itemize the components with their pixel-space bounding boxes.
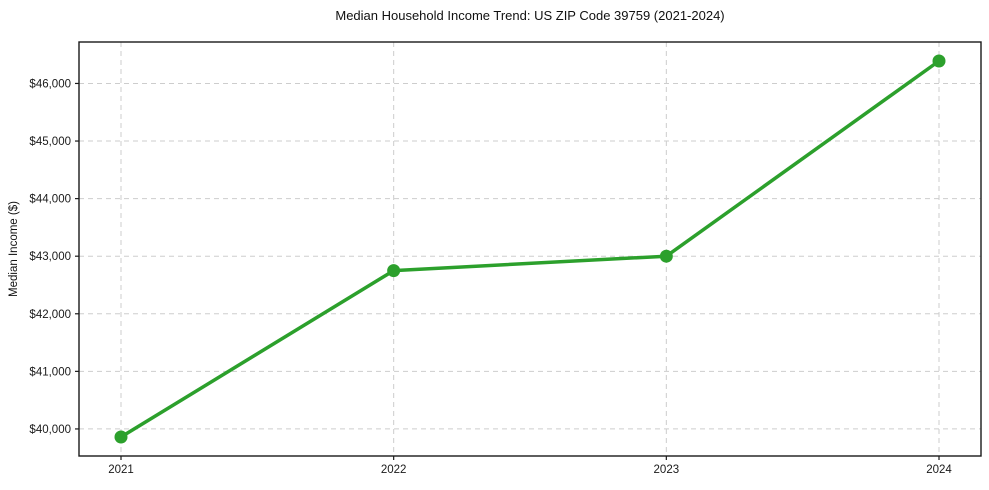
y-tick-label: $44,000 bbox=[29, 194, 71, 206]
y-tick-label: $40,000 bbox=[29, 424, 71, 436]
x-tick-label: 2022 bbox=[381, 464, 407, 476]
trend-line bbox=[119, 59, 941, 439]
x-tick-label: 2021 bbox=[108, 464, 134, 476]
y-tick-label: $42,000 bbox=[29, 309, 71, 321]
x-tick-label: 2023 bbox=[654, 464, 680, 476]
y-tick-label: $43,000 bbox=[29, 251, 71, 263]
chart-title: Median Household Income Trend: US ZIP Co… bbox=[335, 8, 725, 23]
data-point bbox=[387, 264, 401, 278]
y-tick-label: $45,000 bbox=[29, 136, 71, 148]
data-point bbox=[114, 430, 128, 444]
y-tick-label: $41,000 bbox=[29, 366, 71, 378]
y-tick-label: $46,000 bbox=[29, 78, 71, 90]
data-point bbox=[932, 54, 946, 68]
data-point bbox=[659, 249, 673, 263]
x-tick-label: 2024 bbox=[926, 464, 952, 476]
plot-border bbox=[78, 41, 982, 457]
